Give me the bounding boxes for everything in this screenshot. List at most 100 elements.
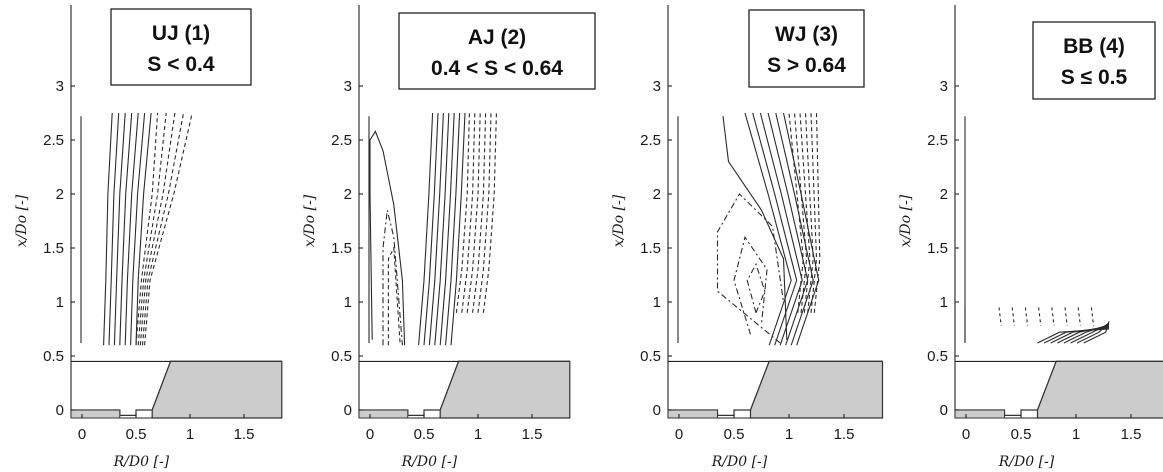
contour-dashed (137, 112, 167, 346)
panel-bb: 0 0.5 1 1.5 2 2.5 3 0 0.5 1 1.5 R/D0 [-] x/Do [-] BB … (898, 5, 1163, 470)
contour-solid (775, 112, 814, 346)
x-tick-label: 1 (474, 426, 482, 443)
x-tick-label: 1 (1072, 426, 1080, 443)
contour-solid (767, 112, 809, 346)
contour-dashed (482, 112, 497, 313)
panel-title: AJ (2) (468, 26, 526, 49)
contour-dashed (1077, 307, 1081, 326)
x-tick-label: 1.5 (522, 426, 543, 443)
y-tick-label: 2 (653, 186, 661, 203)
y-tick-label: 3 (344, 78, 352, 95)
contour-dashdot (716, 193, 785, 344)
y-tick-label: 0.5 (927, 348, 948, 365)
y-tick-label: 2.5 (927, 132, 948, 149)
panel-subtitle: S ≤ 0.5 (1061, 66, 1128, 89)
quarl-wall (151, 360, 283, 419)
contour-solid (423, 112, 439, 346)
contour-solid (759, 112, 803, 346)
x-axis-label: R/D0 [-] (401, 454, 458, 470)
panel-title: BB (4) (1063, 35, 1125, 58)
contour-solid (103, 112, 113, 346)
contour-solid (124, 112, 139, 346)
title-box (1032, 21, 1156, 100)
panel-subtitle: S < 0.4 (147, 53, 214, 76)
contour-dashed (139, 112, 176, 346)
x-tick-label: 0.5 (1011, 426, 1032, 443)
quarl-wall (749, 360, 884, 419)
y-tick-label: 2.5 (640, 132, 661, 149)
x-tick-label: 0.5 (414, 426, 435, 443)
contour-dashed (1051, 307, 1055, 326)
contour-solid (1070, 323, 1110, 344)
y-tick-label: 0 (344, 402, 352, 419)
x-tick-label: 0 (675, 426, 683, 443)
inner-wall (954, 409, 1005, 419)
x-tick-label: 0.5 (126, 426, 147, 443)
inner-wall (358, 409, 409, 419)
panel-title: WJ (3) (775, 23, 838, 46)
panel-aj: 0 0.5 1 1.5 2 2.5 3 0 0.5 1 1.5 R/D0 [-] x/Do [-] AJ … (302, 5, 596, 470)
y-tick-label: 3 (56, 78, 64, 95)
contour-solid (130, 112, 146, 346)
contour-dashed (1090, 307, 1095, 326)
contour-dashed (472, 112, 487, 313)
y-tick-label: 0 (940, 402, 948, 419)
y-tick-label: 3 (940, 78, 948, 95)
x-tick-label: 1 (186, 426, 194, 443)
y-tick-label: 2 (56, 186, 64, 203)
x-tick-label: 1.5 (1121, 426, 1142, 443)
contour-dashed (1011, 307, 1015, 326)
contour-solid (1083, 321, 1110, 344)
panel-title: UJ (1) (152, 22, 210, 45)
contour-solid (439, 112, 455, 346)
contour-dashdot (382, 210, 403, 346)
x-tick-label: 0.5 (724, 426, 745, 443)
contour-solid (418, 112, 434, 346)
contour-solid (722, 116, 788, 340)
y-tick-label: 0.5 (43, 348, 64, 365)
y-tick-label: 3 (653, 78, 661, 95)
panel-uj: 0 0.5 1 1.5 2 2.5 3 0 0.5 1 1.5 R/D0 [-] x/Do [-] UJ … (14, 5, 283, 470)
x-tick-label: 1.5 (234, 426, 255, 443)
inner-wall (70, 409, 121, 419)
y-tick-label: 0.5 (640, 348, 661, 365)
contour-dashdot (746, 262, 766, 314)
contour-dashed (1024, 307, 1029, 326)
y-tick-label: 2.5 (331, 132, 352, 149)
contour-dashed (1038, 307, 1042, 326)
y-axis-label: x/Do [-] (898, 194, 914, 247)
contour-dashed (387, 245, 401, 346)
title-box (398, 12, 596, 90)
contour-dashed (144, 112, 193, 346)
x-tick-label: 0 (366, 426, 374, 443)
y-tick-label: 2.5 (43, 132, 64, 149)
panel-subtitle: 0.4 < S < 0.64 (431, 57, 563, 80)
x-tick-label: 1.5 (834, 426, 855, 443)
y-tick-label: 1 (344, 294, 352, 311)
y-tick-label: 0 (56, 402, 64, 419)
y-tick-label: 2 (344, 186, 352, 203)
contour-dashed (998, 307, 1002, 326)
y-axis-label: x/Do [-] (611, 194, 627, 247)
x-axis-label: R/D0 [-] (113, 454, 170, 470)
contour-dashdot (733, 235, 768, 335)
quarl-wall (439, 360, 571, 419)
y-tick-label: 0.5 (331, 348, 352, 365)
y-tick-label: 2 (940, 186, 948, 203)
inner-wall (667, 409, 718, 419)
contour-solid (450, 112, 466, 346)
x-axis-label: R/D0 [-] (998, 454, 1055, 470)
x-tick-label: 0 (962, 426, 970, 443)
contour-solid (369, 130, 406, 346)
x-tick-label: 0 (78, 426, 86, 443)
contour-solid (113, 112, 126, 346)
y-tick-label: 1 (653, 294, 661, 311)
contour-dashed (135, 112, 159, 346)
contour-solid (1076, 322, 1110, 344)
y-tick-label: 1 (56, 294, 64, 311)
contour-solid (119, 112, 133, 346)
contour-solid (752, 112, 798, 346)
contour-dashed (461, 112, 476, 313)
contour-dashed (1064, 307, 1068, 326)
